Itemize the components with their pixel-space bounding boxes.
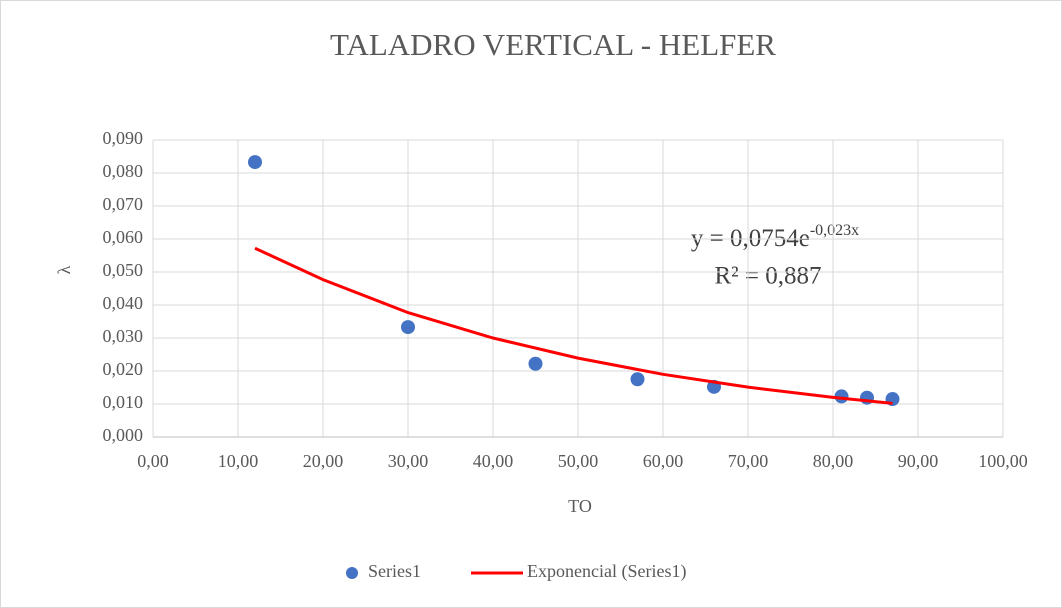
y-tick-label: 0,060 [103,227,144,247]
x-tick-label: 0,00 [137,451,169,471]
equation-exponent: -0,023x [810,222,859,239]
legend-label: Series1 [368,561,421,581]
legend-marker [346,567,358,579]
y-tick-label: 0,000 [103,425,144,445]
x-tick-label: 40,00 [473,451,514,471]
point [528,356,543,371]
trend-equation: y = 0,0754e-0,023x [691,222,859,252]
y-tick-label: 0,040 [103,293,144,313]
chart-title: TALADRO VERTICAL - HELFER [330,27,776,62]
legend-label: Exponencial (Series1) [527,561,686,582]
y-tick-label: 0,080 [103,161,144,181]
x-tick-label: 60,00 [643,451,684,471]
y-tick-label: 0,030 [103,326,144,346]
y-tick-label: 0,090 [103,128,144,148]
x-tick-label: 100,00 [978,451,1028,471]
x-tick-label: 20,00 [303,451,344,471]
x-axis-label: TO [568,496,592,516]
x-tick-label: 80,00 [813,451,854,471]
trend-line [254,246,893,405]
y-tick-label: 0,070 [103,194,144,214]
x-tick-label: 70,00 [728,451,769,471]
point [401,320,415,335]
x-tick-label: 90,00 [898,451,939,471]
y-tick-label: 0,010 [103,392,144,412]
equation-base: y = 0,0754e [691,225,810,252]
x-tick-label: 50,00 [558,451,599,471]
x-tick-label: 10,00 [218,451,259,471]
y-axis-label: λ [54,265,74,274]
r-squared: R² = 0,887 [714,263,821,290]
y-tick-label: 0,020 [103,359,144,379]
point [248,155,262,170]
x-tick-label: 30,00 [388,451,429,471]
y-tick-label: 0,050 [103,260,144,280]
point [630,372,645,387]
